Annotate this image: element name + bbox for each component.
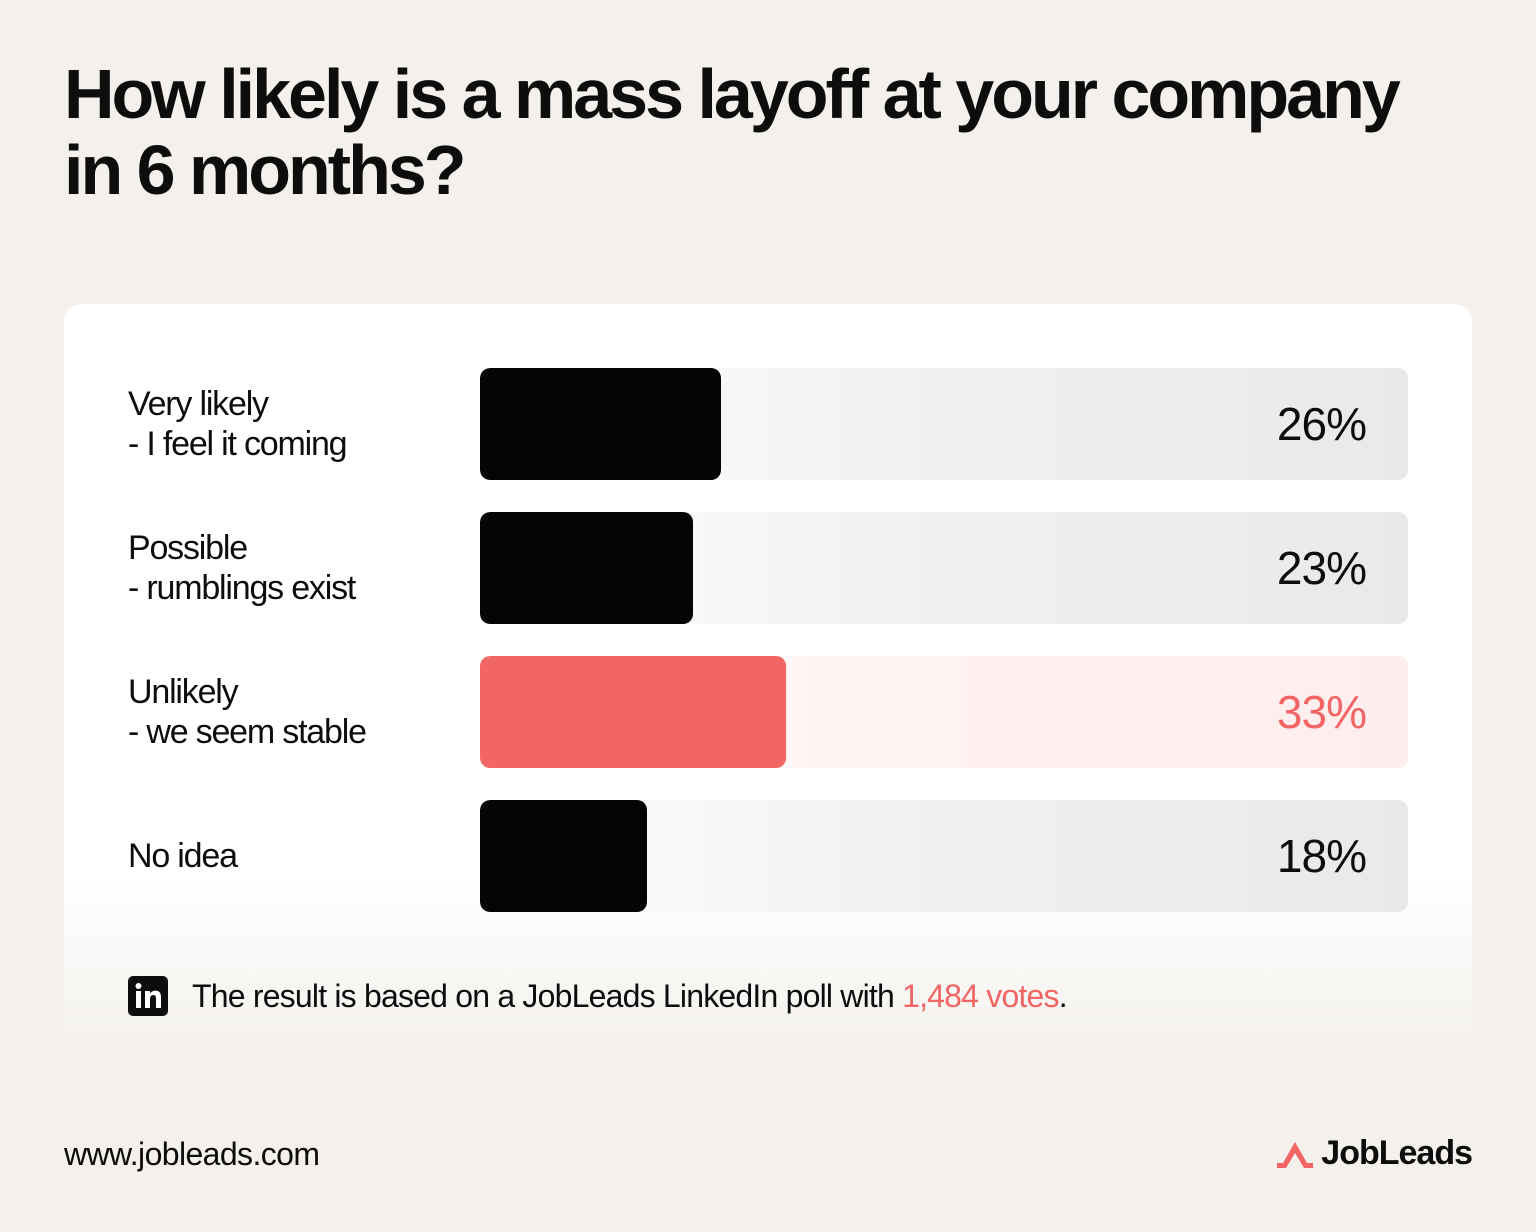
brand-name: JobLeads [1321,1134,1473,1172]
value-label: 26% [1276,398,1367,450]
category-label-line: - I feel it coming [128,425,348,463]
category-label-line: No idea [128,837,238,875]
jobleads-logo-icon [1277,1141,1314,1168]
category-label: Very likely - I feel it coming [128,368,468,480]
source-prefix: The result is based on a JobLeads Linked… [192,977,903,1014]
bar-track: 33% [480,656,1408,768]
website-url: www.jobleads.com [64,1136,320,1172]
source-text: The result is based on a JobLeads Linked… [192,977,1068,1015]
category-label: Unlikely - we seem stable [128,656,468,768]
chart-title: How likely is a mass layoff at your comp… [64,55,1401,209]
poll-card: Very likely - I feel it coming 26% Possible… [64,304,1472,1056]
category-label: Possible - rumblings exist [128,512,468,624]
vote-count: 1,484 votes [902,977,1059,1014]
bar [480,368,721,480]
bar-track: 23% [480,512,1408,624]
category-label-line: Unlikely [128,673,239,711]
bar [480,800,647,912]
category-label-line: - rumblings exist [128,569,356,607]
bar [480,656,786,768]
category-label: No idea [128,800,468,912]
bar-row: No idea 18% [64,800,1472,912]
bar-track: 18% [480,800,1408,912]
value-label: 33% [1276,686,1367,738]
category-label-line: - we seem stable [128,713,367,751]
bar-row: Unlikely - we seem stable 33% [64,656,1472,768]
value-label: 18% [1276,830,1367,882]
category-label-line: Possible [128,529,248,567]
bar [480,512,693,624]
category-label-line: Very likely [128,385,269,423]
bar-row: Possible - rumblings exist 23% [64,512,1472,624]
value-label: 23% [1276,542,1367,594]
bar-track: 26% [480,368,1408,480]
source-note: The result is based on a JobLeads Linked… [128,976,1068,1016]
brand-logo: JobLeads [1275,1134,1473,1173]
bar-row: Very likely - I feel it coming 26% [64,368,1472,480]
source-suffix: . [1058,977,1068,1014]
linkedin-icon [128,976,168,1016]
